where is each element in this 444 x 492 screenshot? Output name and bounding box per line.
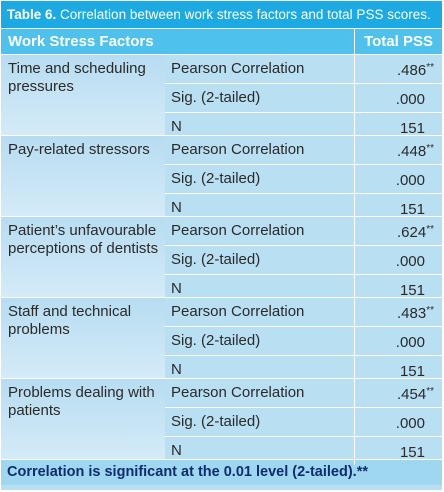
table-row: Sig. (2-tailed) .000 — [165, 84, 442, 113]
factor-name: Patient’s unfavourable perceptions of de… — [1, 217, 165, 297]
significance-marker: ** — [426, 386, 434, 397]
value-number: .454 — [397, 386, 427, 403]
header-total-pss: Total PSS — [354, 29, 442, 54]
total-pss-value: .483** — [354, 298, 442, 326]
table-row: Pearson Correlation .624** — [165, 217, 442, 246]
total-pss-value: .486** — [354, 55, 442, 83]
table-row: Sig. (2-tailed) .000 — [165, 408, 442, 437]
table-caption-label: Table 6. — [7, 7, 57, 22]
factor-group: Pay-related stressors Pearson Correlation… — [1, 136, 442, 222]
statistic-label: Sig. (2-tailed) — [171, 89, 261, 106]
table-row: N 151 — [165, 275, 442, 303]
statistic-label: N — [171, 442, 182, 459]
value-number: 151 — [399, 282, 425, 299]
total-pss-value: 151 — [354, 437, 442, 465]
table-row: N 151 — [165, 437, 442, 465]
value-number: .483 — [397, 305, 427, 322]
statistic-label: N — [171, 199, 182, 216]
factor-group: Time and scheduling pressures Pearson Cor… — [1, 55, 442, 141]
statistic-label: Sig. (2-tailed) — [171, 170, 261, 187]
value-number: 151 — [399, 444, 425, 461]
total-pss-value: 151 — [354, 275, 442, 303]
table-row: N 151 — [165, 356, 442, 384]
factor-name: Problems dealing with patients — [1, 379, 165, 459]
total-pss-value: 151 — [354, 113, 442, 141]
factor-group: Staff and technical problems Pearson Corr… — [1, 298, 442, 384]
statistic-label: Sig. (2-tailed) — [171, 251, 261, 268]
table-row: Pearson Correlation .483** — [165, 298, 442, 327]
value-number: .000 — [395, 415, 425, 432]
total-pss-value: .448** — [354, 136, 442, 164]
factor-group: Problems dealing with patients Pearson Co… — [1, 379, 442, 465]
statistic-label: N — [171, 361, 182, 378]
total-pss-value: .454** — [354, 379, 442, 407]
statistic-label: Pearson Correlation — [171, 384, 305, 401]
table-row: Sig. (2-tailed) .000 — [165, 246, 442, 275]
total-pss-value: .000 — [354, 327, 442, 355]
total-pss-value: .000 — [354, 165, 442, 193]
value-number: .000 — [395, 334, 425, 351]
factor-stats: Pearson Correlation .454** Sig. (2-tailed)… — [165, 379, 442, 465]
factor-stats: Pearson Correlation .624** Sig. (2-tailed)… — [165, 217, 442, 303]
table-header: Work Stress Factors Total PSS — [1, 28, 442, 55]
value-number: 151 — [399, 120, 425, 137]
significance-marker: ** — [426, 62, 434, 73]
factor-name: Time and scheduling pressures — [1, 55, 165, 135]
value-number: .000 — [395, 172, 425, 189]
header-work-stress-factors: Work Stress Factors — [8, 33, 154, 50]
table-body: Time and scheduling pressures Pearson Cor… — [1, 55, 442, 465]
value-number: .624 — [397, 224, 427, 241]
factor-name: Pay-related stressors — [1, 136, 165, 216]
total-pss-value: .000 — [354, 408, 442, 436]
value-number: .000 — [395, 253, 425, 270]
value-number: 151 — [399, 201, 425, 218]
table-caption-text: Correlation between work stress factors … — [60, 7, 431, 22]
total-pss-value: .624** — [354, 217, 442, 245]
statistic-label: Pearson Correlation — [171, 303, 305, 320]
table-footnote: Correlation is significant at the 0.01 l… — [1, 460, 442, 485]
table-row: Pearson Correlation .486** — [165, 55, 442, 84]
table-row: Pearson Correlation .448** — [165, 136, 442, 165]
value-number: .486 — [397, 62, 427, 79]
total-pss-value: 151 — [354, 356, 442, 384]
significance-marker: ** — [426, 143, 434, 154]
factor-name: Staff and technical problems — [1, 298, 165, 378]
value-number: .448 — [397, 143, 427, 160]
significance-marker: ** — [426, 305, 434, 316]
statistic-label: Sig. (2-tailed) — [171, 332, 261, 349]
value-number: .000 — [395, 91, 425, 108]
significance-marker: ** — [426, 224, 434, 235]
factor-stats: Pearson Correlation .486** Sig. (2-tailed)… — [165, 55, 442, 141]
factor-group: Patient’s unfavourable perceptions of de… — [1, 217, 442, 303]
table-row: N 151 — [165, 113, 442, 141]
table-row: Sig. (2-tailed) .000 — [165, 327, 442, 356]
table-row: Pearson Correlation .454** — [165, 379, 442, 408]
statistic-label: Sig. (2-tailed) — [171, 413, 261, 430]
value-number: 151 — [399, 363, 425, 380]
table-row: Sig. (2-tailed) .000 — [165, 165, 442, 194]
factor-stats: Pearson Correlation .448** Sig. (2-tailed)… — [165, 136, 442, 222]
table-row: N 151 — [165, 194, 442, 222]
total-pss-value: 151 — [354, 194, 442, 222]
statistic-label: N — [171, 280, 182, 297]
table-caption: Table 6. Correlation between work stress… — [1, 1, 442, 28]
statistic-label: Pearson Correlation — [171, 60, 305, 77]
total-pss-value: .000 — [354, 246, 442, 274]
statistic-label: Pearson Correlation — [171, 222, 305, 239]
statistic-label: N — [171, 118, 182, 135]
factor-stats: Pearson Correlation .483** Sig. (2-tailed)… — [165, 298, 442, 384]
total-pss-value: .000 — [354, 84, 442, 112]
statistic-label: Pearson Correlation — [171, 141, 305, 158]
